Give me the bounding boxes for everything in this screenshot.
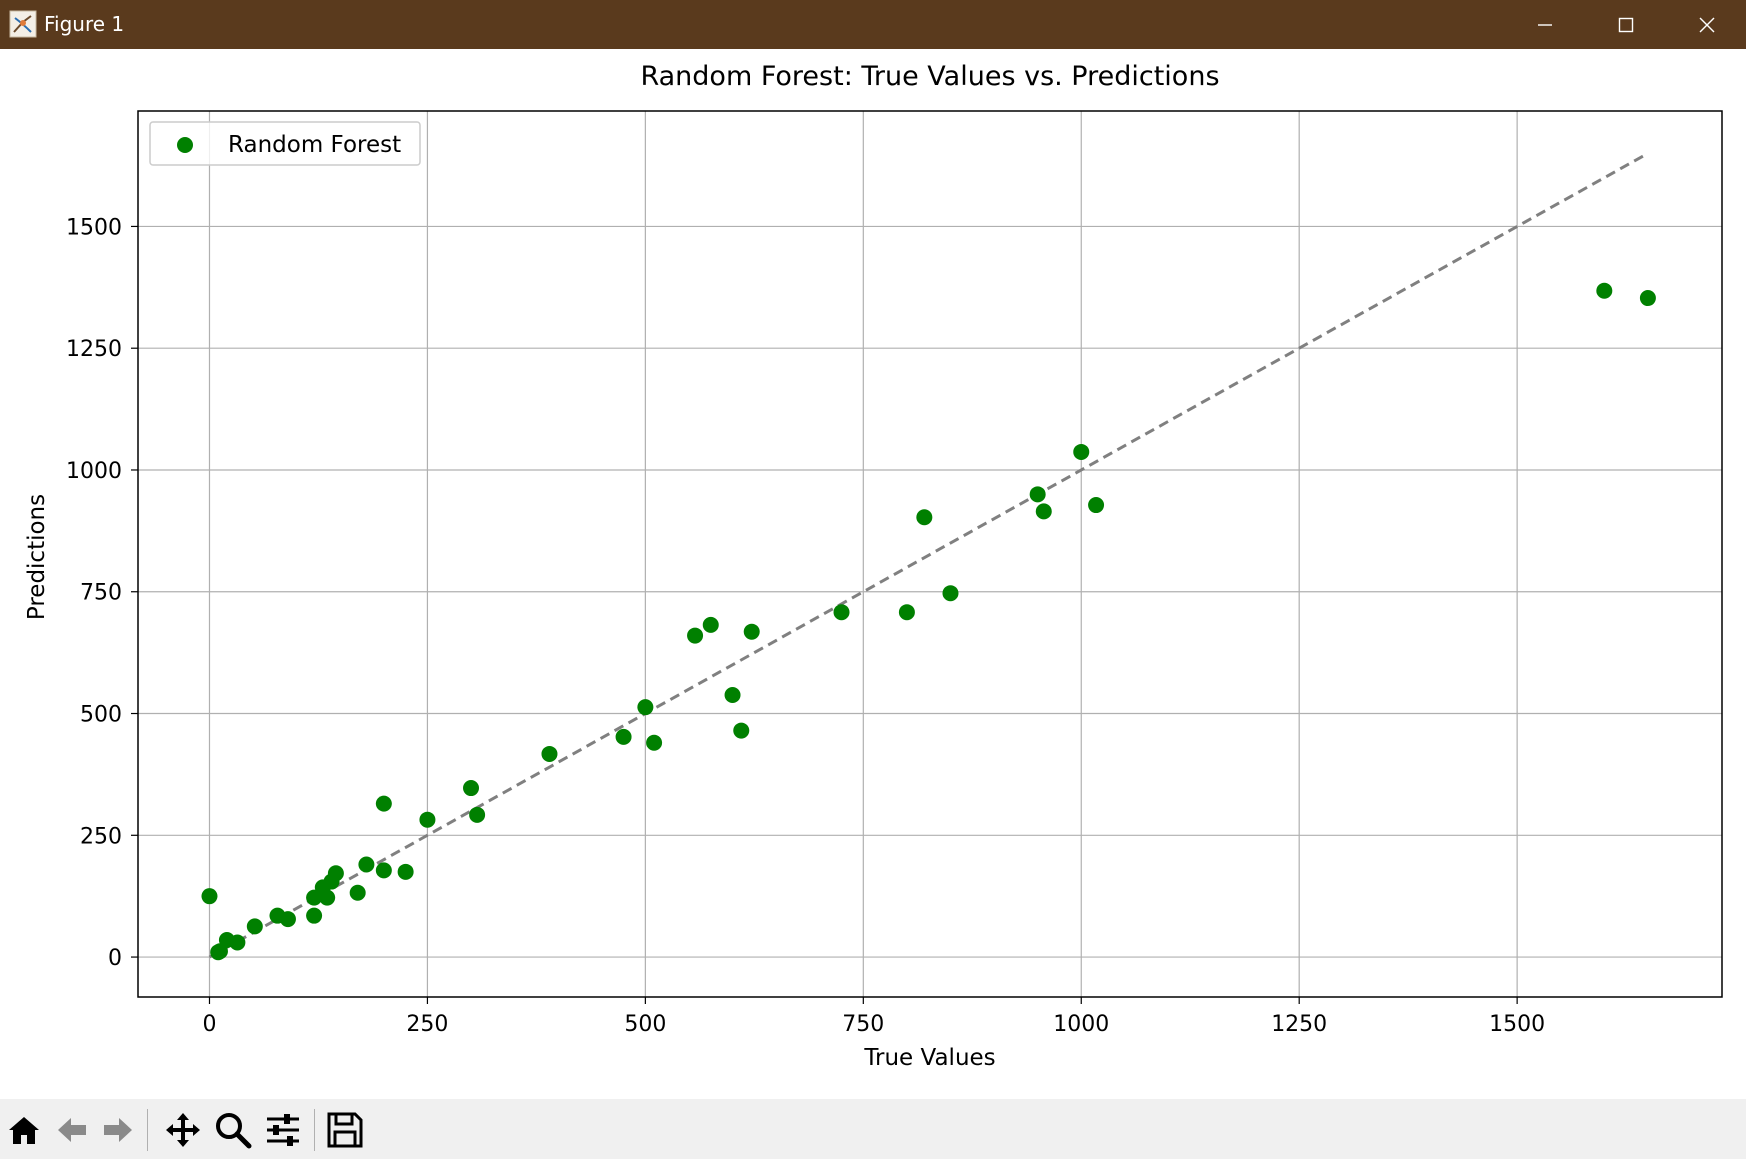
save-button[interactable] — [322, 1107, 368, 1153]
data-point — [1596, 282, 1613, 299]
data-point — [942, 585, 959, 602]
legend-box — [149, 121, 421, 166]
data-point — [246, 918, 263, 935]
y-tick-label: 250 — [80, 824, 122, 849]
y-tick-label: 750 — [80, 581, 122, 606]
chart-title: Random Forest: True Values vs. Predictio… — [640, 61, 1219, 92]
x-tick-label: 0 — [202, 1012, 216, 1037]
y-axis-ticks: 0 250 500 750 1000 1250 1500 — [66, 215, 138, 971]
x-tick-label: 250 — [406, 1012, 448, 1037]
x-tick-label: 1250 — [1271, 1012, 1327, 1037]
back-button[interactable] — [49, 1107, 95, 1153]
minimize-icon — [1538, 23, 1552, 26]
data-point — [319, 889, 336, 906]
data-point — [724, 687, 741, 704]
data-point — [358, 856, 375, 873]
x-tick-label: 500 — [624, 1012, 666, 1037]
data-point — [916, 509, 933, 526]
data-point — [375, 862, 392, 879]
data-point — [327, 865, 344, 882]
y-tick-label: 1500 — [66, 215, 122, 240]
x-tick-label: 1000 — [1053, 1012, 1109, 1037]
x-axis-ticks: 0 250 500 750 1000 1250 1500 — [202, 997, 1545, 1037]
figure-canvas: 0 250 500 750 1000 1250 1500 0 250 500 750 1000 125… — [0, 49, 1746, 1099]
navigation-toolbar — [0, 1099, 1746, 1159]
grid-lines — [138, 111, 1722, 997]
data-point — [419, 811, 436, 828]
y-tick-label: 1000 — [66, 459, 122, 484]
zoom-button[interactable] — [210, 1107, 256, 1153]
zoom-icon — [216, 1113, 252, 1149]
data-point — [229, 934, 246, 951]
legend-marker — [177, 137, 193, 153]
reference-line — [208, 152, 1649, 959]
forward-button[interactable] — [95, 1107, 141, 1153]
data-point — [201, 888, 218, 905]
home-button[interactable] — [1, 1107, 47, 1153]
data-point — [469, 806, 486, 823]
toolbar-separator — [147, 1109, 148, 1151]
legend: Random Forest — [149, 121, 421, 166]
y-tick-label: 0 — [108, 946, 122, 971]
x-tick-label: 1500 — [1489, 1012, 1545, 1037]
data-point — [375, 795, 392, 812]
close-button[interactable] — [1672, 0, 1742, 49]
maximize-icon — [1618, 17, 1634, 32]
data-point — [1088, 497, 1105, 514]
back-icon — [58, 1118, 86, 1142]
data-point — [733, 722, 750, 739]
axes-frame — [137, 110, 1723, 998]
pan-button[interactable] — [160, 1107, 206, 1153]
x-axis-label: True Values — [863, 1045, 995, 1071]
toolbar-separator — [314, 1109, 315, 1151]
configure-subplots-icon — [267, 1114, 299, 1146]
data-point — [397, 863, 414, 880]
window-title: Figure 1 — [44, 12, 125, 36]
data-point — [1073, 443, 1090, 460]
close-icon — [1699, 17, 1715, 32]
data-point — [615, 728, 632, 745]
data-point — [833, 604, 850, 621]
data-point — [541, 745, 558, 762]
forward-icon — [104, 1118, 132, 1142]
data-point — [306, 907, 323, 924]
minimize-button[interactable] — [1510, 0, 1580, 49]
scatter-chart: 0 250 500 750 1000 1250 1500 0 250 500 750 1000 125… — [24, 61, 1723, 1071]
data-point — [1639, 290, 1656, 307]
x-tick-label: 750 — [842, 1012, 884, 1037]
legend-label: Random Forest — [228, 132, 401, 158]
y-tick-label: 500 — [80, 703, 122, 728]
save-icon — [327, 1112, 363, 1148]
y-tick-label: 1250 — [66, 337, 122, 362]
home-icon — [9, 1117, 39, 1144]
data-point — [702, 616, 719, 633]
matplotlib-app-icon — [9, 10, 37, 38]
maximize-button[interactable] — [1591, 0, 1661, 49]
data-point — [687, 627, 704, 644]
pan-icon — [166, 1113, 200, 1147]
data-point — [1035, 503, 1052, 520]
data-point — [646, 734, 663, 751]
data-point — [349, 884, 366, 901]
data-point — [279, 911, 296, 928]
data-point — [898, 604, 915, 621]
data-point — [743, 623, 760, 640]
window-titlebar: Figure 1 — [0, 0, 1746, 49]
y-axis-label: Predictions — [24, 494, 50, 620]
data-point — [463, 780, 480, 797]
data-point — [1029, 486, 1046, 503]
data-points — [201, 282, 1656, 961]
data-point — [637, 699, 654, 716]
configure-subplots-button[interactable] — [260, 1107, 306, 1153]
